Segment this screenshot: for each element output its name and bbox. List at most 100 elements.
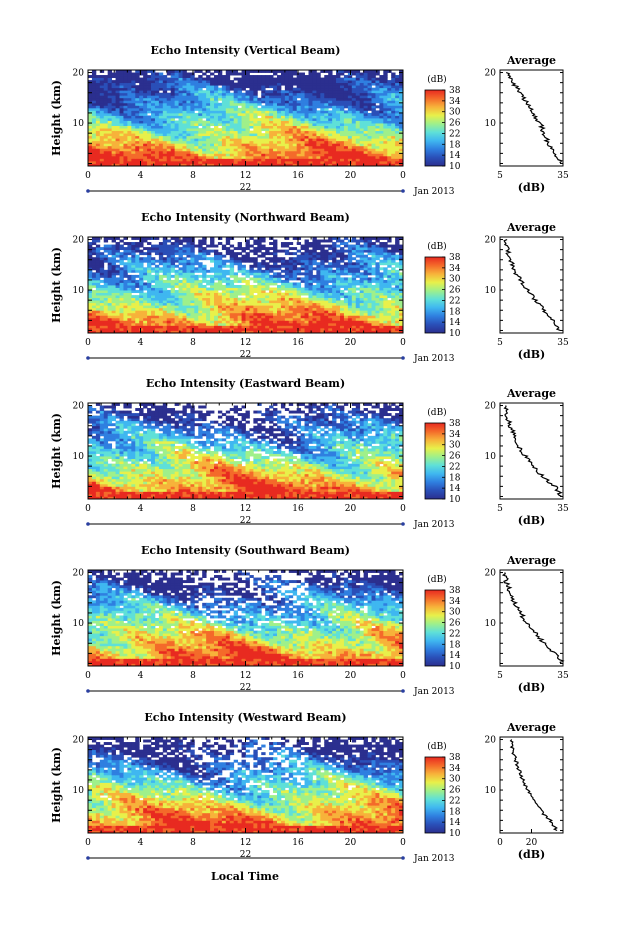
heatmap-cell	[383, 305, 388, 309]
heatmap-cell	[249, 92, 254, 96]
heatmap-cell	[221, 75, 227, 78]
heatmap-cell	[363, 160, 368, 164]
heatmap-cell	[273, 130, 278, 134]
heatmap-cell	[257, 118, 262, 121]
heatmap-cell	[277, 153, 282, 157]
heatmap-cell	[312, 135, 317, 139]
heatmap-cell	[225, 153, 231, 157]
heatmap-cell	[359, 315, 365, 319]
heatmap-cell	[131, 282, 136, 286]
heatmap-cell	[328, 128, 333, 132]
heatmap-cell	[186, 110, 191, 114]
heatmap-cell	[304, 160, 309, 164]
heatmap-cell	[273, 110, 278, 114]
heatmap-cell	[210, 307, 215, 311]
heatmap-cell	[221, 148, 227, 152]
heatmap-cell	[217, 150, 223, 154]
heatmap-cell	[261, 140, 266, 144]
heatmap-cell	[103, 125, 109, 129]
heatmap-cell	[320, 138, 325, 142]
heatmap-cell	[115, 297, 120, 301]
heatmap-cell	[261, 285, 266, 288]
heatmap-cell	[186, 138, 191, 142]
heatmap-cell	[154, 292, 160, 296]
heatmap-cell	[312, 118, 317, 121]
heatmap-cell	[280, 80, 286, 84]
heatmap-cell	[316, 105, 321, 109]
heatmap-cell	[206, 143, 211, 147]
heatmap-cell	[103, 274, 109, 278]
heatmap-cell	[363, 72, 368, 76]
heatmap-cell	[170, 305, 176, 309]
heatmap-cell	[131, 125, 136, 129]
heatmap-cell	[269, 120, 274, 124]
heatmap-cell	[95, 153, 101, 157]
heatmap-cell	[257, 317, 262, 321]
heatmap-cell	[198, 307, 203, 311]
heatmap-cell	[217, 155, 223, 159]
heatmap-cell	[269, 90, 274, 94]
heatmap-cell	[139, 317, 144, 321]
heatmap-cell	[210, 87, 215, 91]
heatmap-cell	[351, 140, 357, 144]
heatmap-cell	[288, 105, 294, 109]
heatmap-cell	[202, 143, 207, 147]
heatmap-cell	[147, 269, 152, 273]
heatmap-cell	[190, 300, 195, 304]
heatmap-cell	[214, 125, 219, 129]
heatmap-cell	[158, 307, 164, 311]
heatmap-cell	[395, 85, 400, 89]
heatmap-cell	[296, 325, 302, 329]
heatmap-cell	[391, 92, 396, 96]
heatmap-cell	[332, 300, 337, 304]
heatmap-cell	[304, 320, 309, 324]
heatmap-cell	[355, 90, 361, 94]
heatmap-cell	[95, 322, 101, 326]
heatmap-cell	[127, 287, 132, 291]
heatmap-cell	[158, 160, 164, 164]
heatmap-cell	[395, 118, 400, 121]
heatmap-cell	[343, 115, 349, 119]
heatmap-cell	[257, 82, 262, 86]
heatmap-cell	[206, 292, 211, 296]
heatmap-cell	[210, 279, 215, 283]
heatmap-cell	[115, 160, 120, 164]
heatmap-cell	[343, 135, 349, 139]
heatmap-cell	[249, 315, 254, 319]
heatmap-cell	[190, 140, 195, 144]
heatmap-cell	[174, 70, 179, 73]
heatmap-cell	[395, 307, 400, 311]
heatmap-cell	[99, 322, 105, 326]
average-x-label: (dB)	[518, 181, 545, 194]
heatmap-cell	[91, 143, 97, 147]
heatmap-cell	[166, 327, 172, 331]
heatmap-cell	[340, 325, 345, 329]
heatmap-cell	[265, 75, 270, 78]
heatmap-cell	[170, 297, 176, 301]
heatmap-cell	[241, 327, 246, 331]
heatmap-cell	[151, 87, 156, 91]
heatmap-cell	[347, 297, 353, 301]
heatmap-cell	[111, 282, 116, 286]
heatmap-cell	[359, 295, 365, 299]
heatmap-cell	[135, 163, 140, 167]
heatmap-cell	[320, 292, 325, 296]
heatmap-cell	[280, 100, 286, 104]
heatmap-cell	[210, 153, 215, 157]
heatmap-cell	[336, 287, 341, 291]
heatmap-cell	[221, 277, 227, 281]
heatmap-cell	[280, 140, 286, 144]
heatmap-cell	[170, 115, 176, 119]
heatmap-cell	[300, 322, 305, 326]
heatmap-cell	[383, 315, 388, 319]
heatmap-cell	[178, 92, 183, 96]
heatmap-cell	[115, 87, 120, 91]
heatmap-cell	[206, 282, 211, 286]
heatmap-cell	[292, 148, 298, 152]
heatmap-cell	[214, 85, 219, 89]
heatmap-cell	[225, 305, 231, 309]
heatmap-cell	[343, 279, 349, 283]
heatmap-cell	[198, 322, 203, 326]
heatmap-cell	[296, 150, 302, 154]
heatmap-cell	[151, 269, 156, 273]
